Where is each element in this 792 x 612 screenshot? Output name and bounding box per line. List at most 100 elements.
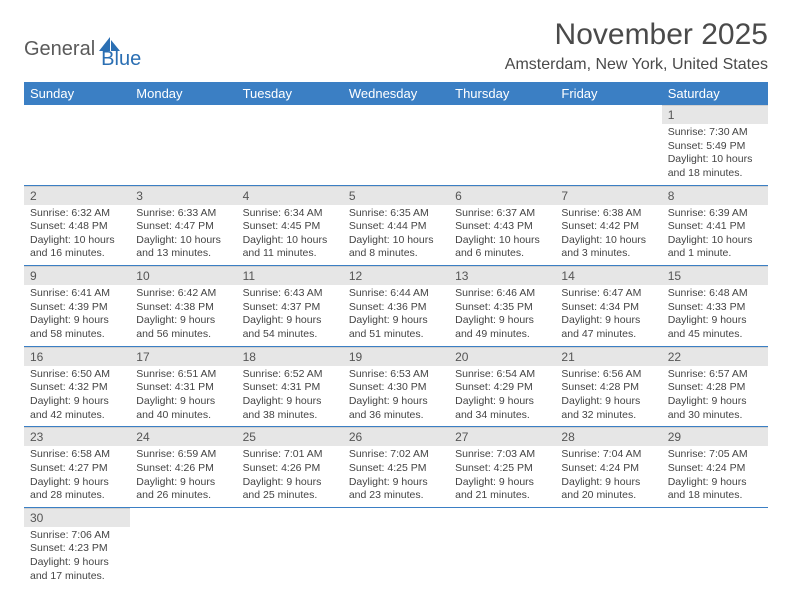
sunset-text: Sunset: 4:25 PM: [349, 462, 443, 476]
day-details: Sunrise: 6:57 AMSunset: 4:28 PMDaylight:…: [662, 366, 768, 427]
calendar-cell: [130, 105, 236, 185]
sunrise-text: Sunrise: 7:04 AM: [561, 448, 655, 462]
calendar-cell: [343, 507, 449, 587]
sunrise-text: Sunrise: 6:46 AM: [455, 287, 549, 301]
day-details: Sunrise: 7:03 AMSunset: 4:25 PMDaylight:…: [449, 446, 555, 507]
day-number: 25: [237, 427, 343, 446]
daylight-text-2: and 3 minutes.: [561, 247, 655, 261]
daylight-text-2: and 6 minutes.: [455, 247, 549, 261]
calendar-cell: 21Sunrise: 6:56 AMSunset: 4:28 PMDayligh…: [555, 346, 661, 427]
daylight-text-1: Daylight: 9 hours: [455, 395, 549, 409]
sunset-text: Sunset: 4:26 PM: [136, 462, 230, 476]
day-details: Sunrise: 7:30 AMSunset: 5:49 PMDaylight:…: [662, 124, 768, 185]
daylight-text-1: Daylight: 9 hours: [136, 314, 230, 328]
calendar-cell: 13 Sunrise: 6:46 AMSunset: 4:35 PMDayligh…: [449, 266, 555, 347]
sunrise-text: Sunrise: 6:37 AM: [455, 207, 549, 221]
calendar-cell: 6Sunrise: 6:37 AMSunset: 4:43 PMDaylight…: [449, 185, 555, 266]
calendar-cell: 3Sunrise: 6:33 AMSunset: 4:47 PMDaylight…: [130, 185, 236, 266]
weekday-header: Tuesday: [237, 82, 343, 105]
daylight-text-2: and 23 minutes.: [349, 489, 443, 503]
day-number: 10: [130, 266, 236, 285]
daylight-text-1: Daylight: 10 hours: [30, 234, 124, 248]
sunrise-text: Sunrise: 6:43 AM: [243, 287, 337, 301]
sunrise-text: Sunrise: 6:59 AM: [136, 448, 230, 462]
day-number: 11: [237, 266, 343, 285]
day-details: Sunrise: 6:47 AMSunset: 4:34 PMDaylight:…: [555, 285, 661, 346]
calendar-cell: 1Sunrise: 7:30 AMSunset: 5:49 PMDaylight…: [662, 105, 768, 185]
calendar-cell: 12Sunrise: 6:44 AMSunset: 4:36 PMDayligh…: [343, 266, 449, 347]
daylight-text-2: and 47 minutes.: [561, 328, 655, 342]
sunrise-text: Sunrise: 6:34 AM: [243, 207, 337, 221]
day-number: 24: [130, 427, 236, 446]
sail-icon: [99, 37, 121, 51]
day-details: Sunrise: 7:01 AMSunset: 4:26 PMDaylight:…: [237, 446, 343, 507]
day-number: 13: [449, 266, 555, 285]
daylight-text-2: and 36 minutes.: [349, 409, 443, 423]
daylight-text-1: Daylight: 9 hours: [136, 395, 230, 409]
sunset-text: Sunset: 4:36 PM: [349, 301, 443, 315]
day-number: 14: [555, 266, 661, 285]
daylight-text-1: Daylight: 9 hours: [455, 314, 549, 328]
daylight-text-2: and 18 minutes.: [668, 489, 762, 503]
calendar-table: SundayMondayTuesdayWednesdayThursdayFrid…: [24, 82, 768, 587]
day-number: 6: [449, 186, 555, 205]
calendar-cell: 8Sunrise: 6:39 AMSunset: 4:41 PMDaylight…: [662, 185, 768, 266]
day-number: 21: [555, 347, 661, 366]
title-block: November 2025 Amsterdam, New York, Unite…: [505, 18, 768, 74]
sunrise-text: Sunrise: 6:56 AM: [561, 368, 655, 382]
sunset-text: Sunset: 4:27 PM: [30, 462, 124, 476]
sunrise-text: Sunrise: 6:52 AM: [243, 368, 337, 382]
daylight-text-2: and 54 minutes.: [243, 328, 337, 342]
sunset-text: Sunset: 4:34 PM: [561, 301, 655, 315]
sunset-text: Sunset: 4:32 PM: [30, 381, 124, 395]
calendar-cell: 29Sunrise: 7:05 AMSunset: 4:24 PMDayligh…: [662, 427, 768, 508]
day-number: 26: [343, 427, 449, 446]
sunrise-text: Sunrise: 6:33 AM: [136, 207, 230, 221]
calendar-cell: 9Sunrise: 6:41 AMSunset: 4:39 PMDaylight…: [24, 266, 130, 347]
daylight-text-1: Daylight: 9 hours: [668, 314, 762, 328]
calendar-cell: [555, 507, 661, 587]
weekday-header: Friday: [555, 82, 661, 105]
sunset-text: Sunset: 4:48 PM: [30, 220, 124, 234]
day-details: Sunrise: 7:06 AMSunset: 4:23 PMDaylight:…: [24, 527, 130, 588]
calendar-cell: 25Sunrise: 7:01 AMSunset: 4:26 PMDayligh…: [237, 427, 343, 508]
calendar-cell: [662, 507, 768, 587]
calendar-cell: [343, 105, 449, 185]
sunrise-text: Sunrise: 6:57 AM: [668, 368, 762, 382]
calendar-cell: 7Sunrise: 6:38 AMSunset: 4:42 PMDaylight…: [555, 185, 661, 266]
daylight-text-2: and 49 minutes.: [455, 328, 549, 342]
calendar-cell: [449, 507, 555, 587]
daylight-text-1: Daylight: 10 hours: [561, 234, 655, 248]
sunset-text: Sunset: 4:31 PM: [243, 381, 337, 395]
sunrise-text: Sunrise: 6:53 AM: [349, 368, 443, 382]
day-details: Sunrise: 6:50 AMSunset: 4:32 PMDaylight:…: [24, 366, 130, 427]
calendar-cell: 26Sunrise: 7:02 AMSunset: 4:25 PMDayligh…: [343, 427, 449, 508]
sunrise-text: Sunrise: 6:42 AM: [136, 287, 230, 301]
sunrise-text: Sunrise: 6:58 AM: [30, 448, 124, 462]
sunset-text: Sunset: 4:43 PM: [455, 220, 549, 234]
sunset-text: Sunset: 4:24 PM: [561, 462, 655, 476]
calendar-week-row: 2Sunrise: 6:32 AMSunset: 4:48 PMDaylight…: [24, 185, 768, 266]
daylight-text-1: Daylight: 9 hours: [30, 476, 124, 490]
day-details: Sunrise: 6:59 AMSunset: 4:26 PMDaylight:…: [130, 446, 236, 507]
calendar-cell: [130, 507, 236, 587]
calendar-cell: 27Sunrise: 7:03 AMSunset: 4:25 PMDayligh…: [449, 427, 555, 508]
location: Amsterdam, New York, United States: [505, 56, 768, 74]
calendar-cell: 11Sunrise: 6:43 AMSunset: 4:37 PMDayligh…: [237, 266, 343, 347]
day-number: 2: [24, 186, 130, 205]
day-details: Sunrise: 6:44 AMSunset: 4:36 PMDaylight:…: [343, 285, 449, 346]
sunrise-text: Sunrise: 6:38 AM: [561, 207, 655, 221]
day-number: 29: [662, 427, 768, 446]
sunset-text: Sunset: 4:35 PM: [455, 301, 549, 315]
day-number: 15: [662, 266, 768, 285]
daylight-text-1: Daylight: 9 hours: [561, 395, 655, 409]
daylight-text-1: Daylight: 9 hours: [349, 476, 443, 490]
daylight-text-1: Daylight: 9 hours: [455, 476, 549, 490]
calendar-cell: 23Sunrise: 6:58 AMSunset: 4:27 PMDayligh…: [24, 427, 130, 508]
sunset-text: Sunset: 4:41 PM: [668, 220, 762, 234]
daylight-text-2: and 11 minutes.: [243, 247, 337, 261]
weekday-header: Monday: [130, 82, 236, 105]
daylight-text-1: Daylight: 9 hours: [243, 476, 337, 490]
daylight-text-1: Daylight: 9 hours: [243, 314, 337, 328]
sunset-text: Sunset: 4:33 PM: [668, 301, 762, 315]
